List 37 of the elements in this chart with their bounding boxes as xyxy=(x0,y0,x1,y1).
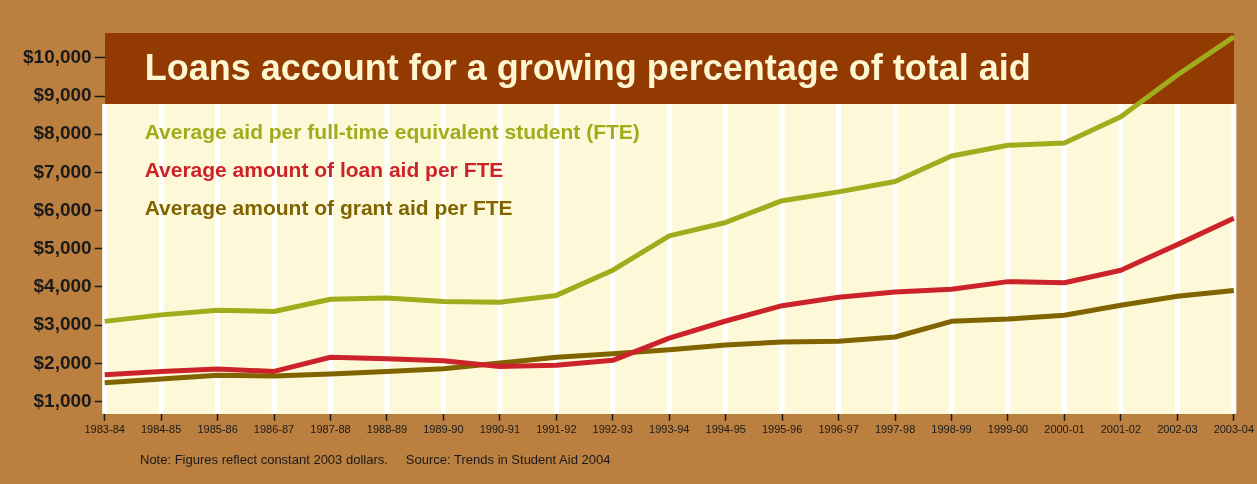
y-tick-label: $5,000 xyxy=(33,237,92,259)
x-tick-label: 1989-90 xyxy=(423,423,464,436)
x-tick-label: 2002-03 xyxy=(1157,423,1198,436)
x-tick-label: 1991-92 xyxy=(536,423,577,436)
text: Average aid per full-time equivalent student (FTE) xyxy=(144,119,640,143)
x-tick-label: 2003-04 xyxy=(1213,423,1254,436)
text: Note: Figures reflect constant 2003 dollars. xyxy=(140,452,388,467)
x-tick-label: 1988-89 xyxy=(366,423,408,436)
x-tick-label: 1998-99 xyxy=(931,423,972,436)
source-note: Source: Trends in Student Aid 2004 xyxy=(405,452,611,467)
x-tick-label: 1997-98 xyxy=(874,423,916,436)
text: Average amount of grant aid per FTE xyxy=(144,195,513,219)
y-tick-label: $7,000 xyxy=(33,160,92,182)
x-tick-label: 2000-01 xyxy=(1044,423,1085,436)
x-tick-label: 1993-94 xyxy=(649,423,690,436)
y-tick-label: $9,000 xyxy=(33,84,92,106)
y-tick-label: $6,000 xyxy=(33,198,92,220)
x-tick-label: 1996-97 xyxy=(818,423,859,436)
y-tick-label: $1,000 xyxy=(33,389,92,411)
text: Average amount of loan aid per FTE xyxy=(144,157,504,181)
y-tick-label: $8,000 xyxy=(33,122,92,144)
x-tick-label: 2001-02 xyxy=(1100,423,1142,436)
x-tick-label: 1984-85 xyxy=(140,423,182,436)
y-tick-label: $10,000 xyxy=(22,46,92,68)
x-tick-label: 1987-88 xyxy=(310,423,351,436)
x-tick-label: 1995-96 xyxy=(761,423,803,436)
x-tick-label: 1985-86 xyxy=(197,423,238,436)
x-tick-label: 1983-84 xyxy=(84,423,125,436)
x-tick-label: 1994-95 xyxy=(705,423,746,436)
y-tick-label: $2,000 xyxy=(33,351,92,373)
x-tick-label: 1990-91 xyxy=(479,423,521,436)
x-tick-label: 1992-93 xyxy=(592,423,633,436)
chart-title: Loans account for a growing percentage of total aid xyxy=(144,47,1031,89)
y-tick-label: $4,000 xyxy=(33,275,92,297)
y-tick-label: $3,000 xyxy=(33,313,92,335)
x-tick-label: 1999-00 xyxy=(987,423,1029,436)
x-tick-label: 1986-87 xyxy=(253,423,295,436)
